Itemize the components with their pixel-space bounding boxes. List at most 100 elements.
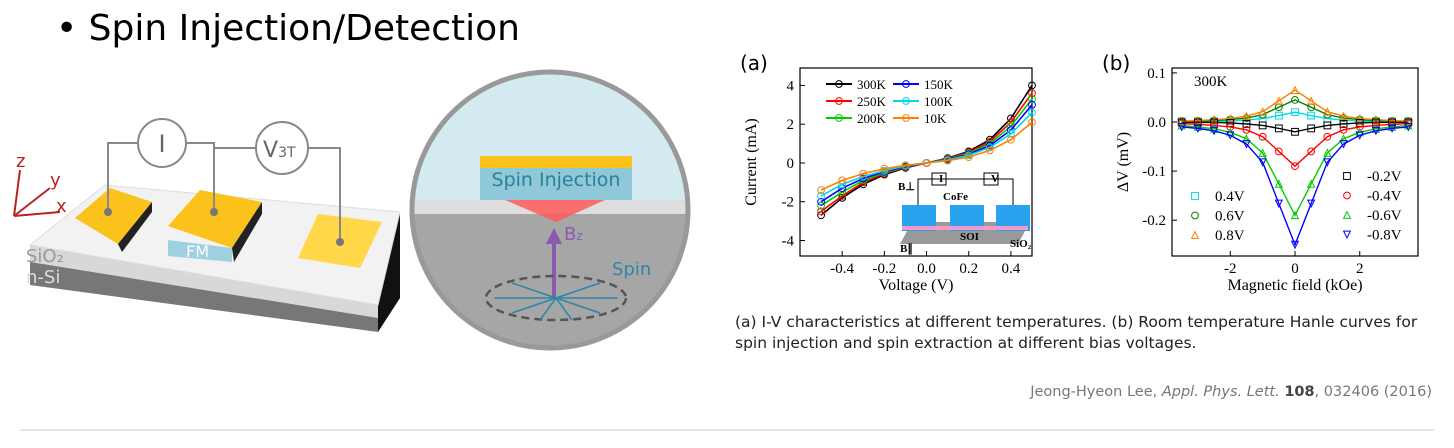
marker xyxy=(1209,124,1219,133)
y-tick-label: -2 xyxy=(782,195,795,211)
marker xyxy=(835,80,843,88)
slab-side xyxy=(378,212,400,332)
marker xyxy=(1339,140,1348,149)
marker xyxy=(1274,147,1283,156)
marker xyxy=(1190,230,1200,239)
marker xyxy=(1339,134,1348,143)
y-tick-label: 4 xyxy=(787,78,795,94)
marker xyxy=(1028,81,1036,90)
marker xyxy=(880,166,889,175)
marker xyxy=(1404,123,1413,132)
marker xyxy=(1209,126,1219,136)
series-line xyxy=(1181,124,1409,217)
marker xyxy=(1323,132,1332,141)
axis-name: y xyxy=(50,170,61,191)
marker xyxy=(1323,158,1332,167)
silicon xyxy=(412,214,688,348)
x-tick-label: 0 xyxy=(1291,261,1299,277)
citation-volume: 108 xyxy=(1284,384,1315,400)
probe xyxy=(104,208,112,216)
marker xyxy=(1323,107,1332,116)
series-line xyxy=(1181,99,1409,122)
marker xyxy=(1274,124,1283,133)
zoom-label: Spin Injection xyxy=(492,169,621,191)
marker xyxy=(1193,124,1203,133)
spin-vector xyxy=(555,297,601,314)
pad-side xyxy=(118,202,152,252)
panel-label: (a) xyxy=(740,51,768,75)
marker xyxy=(1342,210,1352,219)
zoom-view: Spin Injection Bz Spin xyxy=(409,69,691,351)
marker xyxy=(1343,191,1351,200)
marker xyxy=(1258,148,1267,157)
legend-label: 100K xyxy=(924,94,954,109)
x-tick-label: -0.2 xyxy=(872,261,896,277)
inset-label: V xyxy=(991,173,999,185)
axis-name: z xyxy=(16,151,25,172)
marker xyxy=(1242,125,1251,134)
slide-title: • Spin Injection/Detection xyxy=(56,8,520,49)
marker xyxy=(902,80,910,88)
inset-label: B∥ xyxy=(900,243,913,255)
layer-label: n-Si xyxy=(26,267,60,288)
marker xyxy=(901,161,910,170)
marker xyxy=(1339,125,1348,134)
marker xyxy=(859,169,868,178)
marker xyxy=(1355,131,1364,140)
legend-label: 200K xyxy=(857,111,887,126)
marker xyxy=(1242,120,1251,128)
marker xyxy=(1242,134,1251,143)
axes-icon xyxy=(13,169,61,217)
x-tick-label: 0.0 xyxy=(917,261,936,277)
marker xyxy=(1339,114,1348,122)
marker xyxy=(1242,111,1251,121)
meter-main: V xyxy=(263,138,278,163)
spin-vector xyxy=(511,282,557,299)
marker xyxy=(1274,96,1284,105)
chart: (a) -0.4 -0.2 0.0 0.2 0.4 -4 -2 0 2 4 Voltage (V) Cu… xyxy=(740,51,1036,294)
x-axis-label: Magnetic field (kOe) xyxy=(1227,277,1362,294)
marker xyxy=(1306,179,1316,188)
marker xyxy=(1242,114,1251,122)
ferromagnet xyxy=(480,156,632,168)
marker xyxy=(1387,124,1397,133)
spin-label: Spin xyxy=(612,259,651,280)
series-line xyxy=(1181,111,1409,123)
marker xyxy=(964,151,973,160)
legend-label: -0.8V xyxy=(1367,228,1402,244)
pad-side xyxy=(232,202,262,262)
marker xyxy=(835,97,843,105)
inset-label: SOI xyxy=(960,231,979,243)
legend-label: -0.6V xyxy=(1367,208,1402,224)
marker xyxy=(1291,127,1299,136)
meter-label: I xyxy=(158,130,165,158)
y-tick-label: 0.1 xyxy=(1147,66,1166,82)
marker xyxy=(1242,140,1251,149)
marker xyxy=(1193,122,1203,131)
marker xyxy=(1177,116,1186,125)
fm-layer xyxy=(168,240,232,262)
marker xyxy=(1388,118,1397,127)
marker xyxy=(880,164,889,173)
oxide-front xyxy=(30,245,378,318)
marker xyxy=(817,192,825,200)
probe xyxy=(336,238,344,246)
legend-label: 300K xyxy=(857,77,887,92)
marker xyxy=(1226,114,1235,123)
y-tick-label: -4 xyxy=(782,233,795,249)
rim xyxy=(409,69,691,351)
axis-arrow xyxy=(13,211,61,217)
marker xyxy=(1404,116,1413,125)
x-tick-label: -0.4 xyxy=(830,261,854,277)
marker xyxy=(1306,96,1316,105)
citation-journal: Appl. Phys. Lett. xyxy=(1161,384,1280,400)
inset-label: CoFe xyxy=(943,191,968,203)
injection-arrow xyxy=(505,200,605,222)
panel-label: (b) xyxy=(1102,51,1130,75)
marker xyxy=(1274,111,1283,120)
legend-label: -0.4V xyxy=(1367,189,1402,205)
marker xyxy=(1274,179,1284,188)
marker xyxy=(1193,118,1202,127)
series-line xyxy=(1181,126,1409,247)
